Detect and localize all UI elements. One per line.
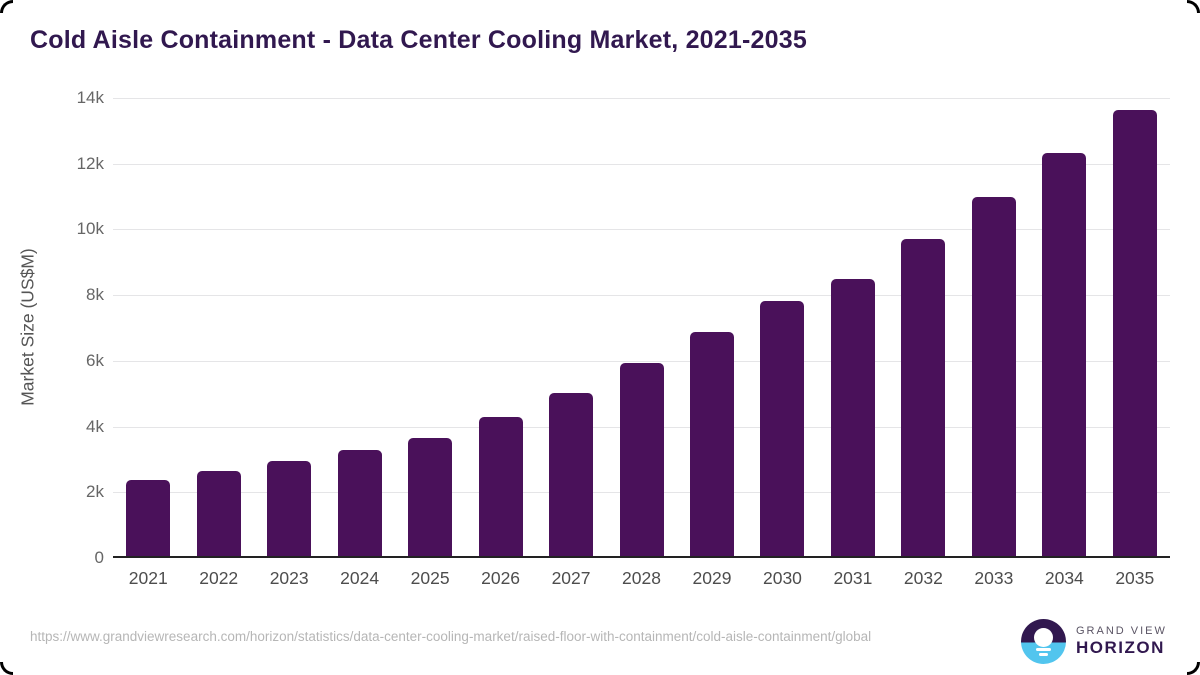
plot-area — [113, 98, 1170, 558]
bar-column-2029 — [677, 98, 747, 556]
bar-2021 — [126, 480, 171, 556]
bar-2029 — [689, 331, 734, 556]
bar-column-2027 — [536, 98, 606, 556]
source-url: https://www.grandviewresearch.com/horizo… — [30, 629, 872, 644]
bar-2032 — [901, 238, 946, 556]
bar-column-2030 — [747, 98, 817, 556]
frame-corner-bottom-right — [1187, 662, 1200, 675]
x-tick-label-2026: 2026 — [481, 568, 521, 588]
horizon-sunset-icon — [1021, 619, 1066, 664]
x-tick-label-2033: 2033 — [974, 568, 1014, 588]
y-tick-label: 8k — [86, 285, 104, 305]
y-axis-title: Market Size (US$M) — [17, 248, 38, 406]
bar-2028 — [619, 363, 664, 556]
bar-column-2021 — [113, 98, 183, 556]
frame-corner-top-right — [1187, 0, 1200, 13]
bar-column-2031 — [818, 98, 888, 556]
chart-title: Cold Aisle Containment - Data Center Coo… — [30, 26, 807, 54]
gridline — [113, 295, 1170, 297]
bar-2033 — [971, 197, 1016, 556]
x-tick-label-2031: 2031 — [833, 568, 873, 588]
y-tick-label: 12k — [76, 153, 104, 173]
frame-corner-bottom-left — [0, 662, 13, 675]
bar-column-2032 — [888, 98, 958, 556]
water-line-icon — [1036, 648, 1051, 651]
bar-column-2026 — [465, 98, 535, 556]
gridline — [113, 163, 1170, 165]
x-tick-label-2029: 2029 — [692, 568, 732, 588]
bar-2030 — [760, 300, 805, 556]
y-tick-label: 6k — [86, 350, 104, 370]
brand-horizon: HORIZON — [1076, 638, 1165, 657]
bar-2025 — [408, 438, 453, 556]
bar-series — [113, 98, 1170, 556]
bar-2031 — [830, 279, 875, 556]
x-tick-label-2030: 2030 — [762, 568, 802, 588]
bar-2024 — [337, 449, 382, 556]
bar-2035 — [1112, 109, 1157, 556]
brand-grand-view: GRAND VIEW — [1076, 625, 1167, 637]
y-tick-label: 10k — [76, 219, 104, 239]
y-tick-label: 14k — [76, 88, 104, 107]
x-tick-label-2027: 2027 — [551, 568, 591, 588]
bar-column-2024 — [324, 98, 394, 556]
y-tick-label: 0 — [94, 548, 104, 567]
bar-column-2028 — [606, 98, 676, 556]
grandview-horizon-logo: GRAND VIEW HORIZON — [1021, 619, 1167, 664]
water-line-icon — [1039, 653, 1048, 656]
x-axis-labels: 2021 2022 2023 2024 2025 2026 2027 2028 2029 2030… — [113, 568, 1170, 589]
bar-2023 — [267, 461, 312, 556]
bar-column-2035 — [1100, 98, 1170, 556]
x-tick-label-2032: 2032 — [903, 568, 943, 588]
x-tick-label-2024: 2024 — [340, 568, 380, 588]
gridline — [113, 98, 1170, 99]
y-tick-label: 2k — [86, 482, 104, 502]
x-tick-label-2022: 2022 — [199, 568, 239, 588]
bar-column-2025 — [395, 98, 465, 556]
x-tick-label-2035: 2035 — [1115, 568, 1155, 588]
bar-2027 — [549, 393, 594, 556]
x-tick-label-2021: 2021 — [128, 568, 168, 588]
x-tick-label-2023: 2023 — [269, 568, 309, 588]
logo-wordmark: GRAND VIEW HORIZON — [1076, 625, 1167, 658]
x-tick-label-2034: 2034 — [1044, 568, 1084, 588]
frame-corner-top-left — [0, 0, 13, 13]
bar-2026 — [478, 417, 523, 556]
sunset-sun-shape — [1034, 628, 1053, 647]
bar-2022 — [196, 470, 241, 556]
bar-column-2033 — [959, 98, 1029, 556]
x-tick-label-2025: 2025 — [410, 568, 450, 588]
bar-column-2022 — [183, 98, 253, 556]
bar-column-2034 — [1029, 98, 1099, 556]
x-tick-label-2028: 2028 — [622, 568, 661, 588]
gridline — [113, 360, 1170, 362]
gridline — [113, 229, 1170, 231]
bar-column-2023 — [254, 98, 324, 556]
bar-2034 — [1042, 152, 1087, 556]
y-tick-label: 4k — [86, 416, 104, 436]
